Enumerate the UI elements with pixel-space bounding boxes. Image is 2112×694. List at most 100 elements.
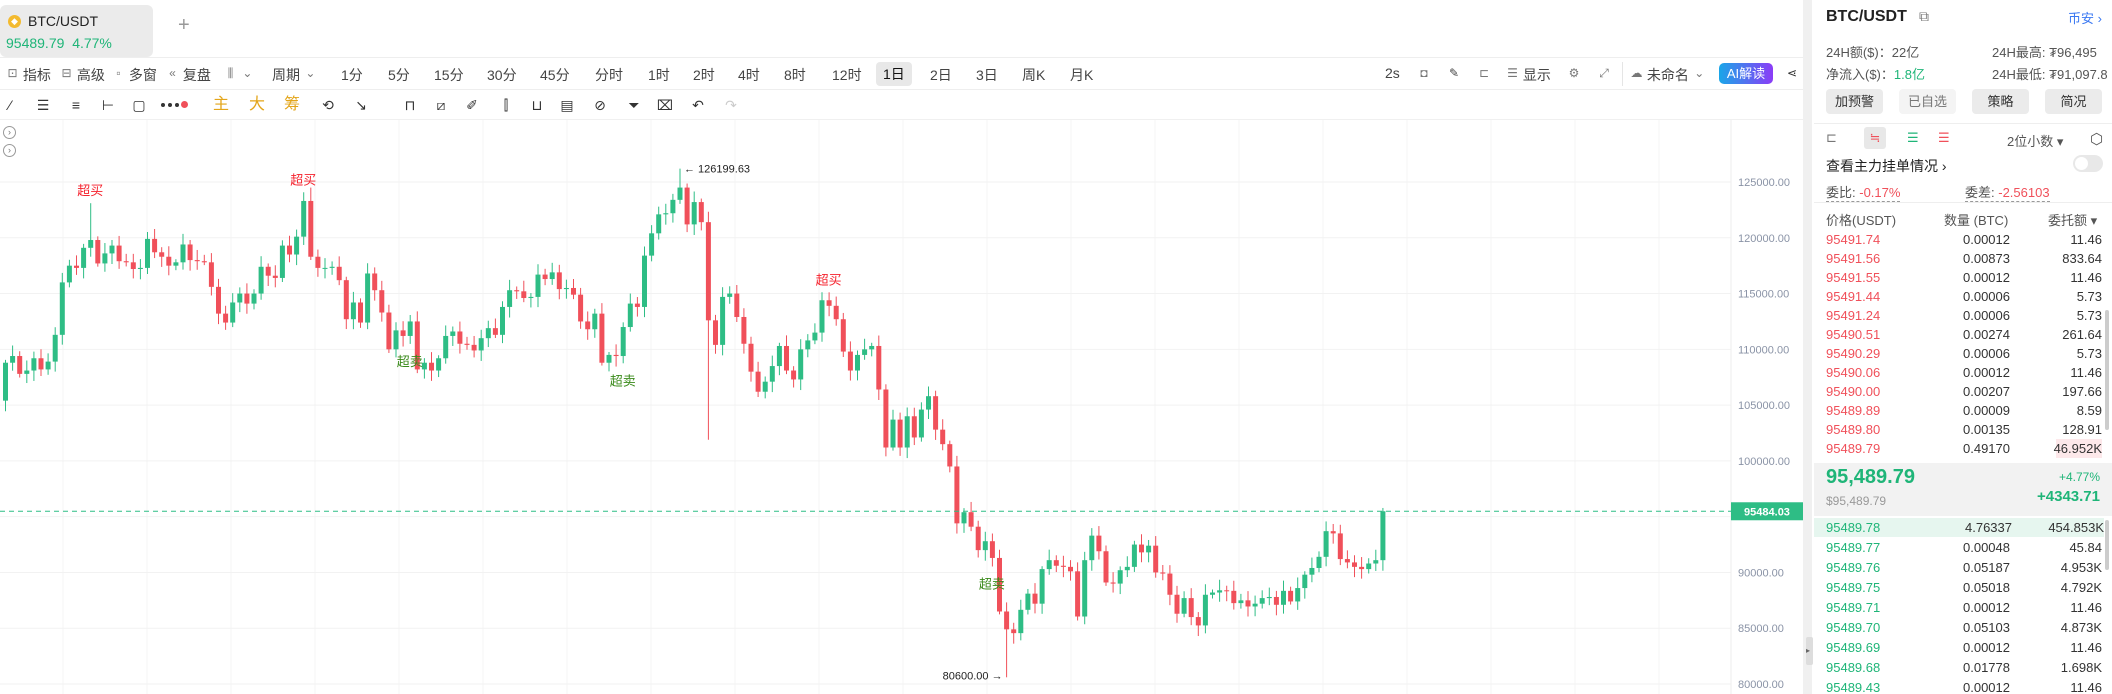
orderbook-scrollbar[interactable] [2105,520,2109,570]
main-orders-link[interactable]: 查看主力挂单情况 › [1826,158,1947,174]
strategy-button[interactable]: 策略 [1972,89,2029,114]
bid-row[interactable]: 95489.68 0.01778 1.698K [1826,658,2102,677]
trend-line-icon[interactable]: ⁄ [8,97,12,113]
candle-type-dropdown[interactable]: ⫼ ⌄ [224,65,254,81]
more-tools-icon[interactable] [160,95,190,115]
interval-0[interactable]: 1分 [341,67,363,83]
interval-12[interactable]: 2日 [930,67,952,83]
ask-row[interactable]: 95490.06 0.00012 11.46 [1826,363,2102,382]
layout-name-dropdown[interactable]: ☁ 未命名 ⌄ [1630,66,1705,83]
rectangle-icon[interactable]: ▢ [132,97,146,113]
lock-icon[interactable]: ⊔ [531,97,543,113]
ask-row[interactable]: 95491.24 0.00006 5.73 [1826,306,2102,325]
bid-row[interactable]: 95489.70 0.05103 4.873K [1826,618,2102,637]
main-force-indicator[interactable]: 主 [212,96,229,113]
interval-9[interactable]: 8时 [784,67,806,83]
undo-icon[interactable]: ↶ [692,97,704,113]
ruler-icon[interactable]: ⧄ [436,97,446,113]
replay-button[interactable]: « 复盘 [166,65,211,85]
ask-row[interactable]: 95491.55 0.00012 11.46 [1826,268,2102,287]
parallel-lines-icon[interactable]: ☰ [36,97,50,113]
bid-row[interactable]: 95489.78 4.76337 454.853K [1814,518,2104,537]
candlestick-chart[interactable]: 125000.00 120000.00 115000.00 110000.00 1050… [0,120,1803,694]
interval-4[interactable]: 45分 [540,67,570,83]
bookmark-icon[interactable]: ⊓ [404,97,416,113]
book-bids-icon[interactable]: ☰ [1907,130,1919,145]
link-icon[interactable]: ⊘ [594,97,606,113]
indicator-lines-icon[interactable]: ⫿ [503,97,509,113]
ask-row[interactable]: 95491.56 0.00873 833.64 [1826,249,2102,268]
expand-indicator-icon[interactable]: › [3,126,16,139]
multi-window-button[interactable]: ▫ 多窗 [112,65,157,85]
advanced-button[interactable]: ⊟ 高级 [61,66,105,83]
trash-icon[interactable]: ⌧ [656,97,674,113]
interval-6[interactable]: 1时 [648,67,670,83]
bid-row[interactable]: 95489.71 0.00012 11.46 [1826,598,2102,617]
chip-indicator[interactable]: 筹 [283,96,300,113]
bid-row[interactable]: 95489.77 0.00048 45.84 [1826,538,2102,557]
period-dropdown[interactable]: 周期 ⌄ [272,66,316,83]
add-tab-button[interactable]: + [178,14,190,36]
interval-11[interactable]: 1日 [876,62,912,86]
total-column-header[interactable]: 委托额 ▾ [2048,213,2098,228]
candle-down [748,343,754,372]
pencil-icon[interactable]: ✎ [1448,66,1460,80]
magnet-pen-icon[interactable]: ✐ [466,97,478,113]
interval-13[interactable]: 3日 [976,67,998,83]
book-asks-icon[interactable]: ☰ [1938,130,1950,145]
interval-7[interactable]: 2时 [693,67,715,83]
interval-2[interactable]: 15分 [434,67,464,83]
collapse-panel-handle[interactable]: ▸ [1806,637,1813,665]
bid-row[interactable]: 95489.43 0.00012 11.46 [1826,678,2102,694]
ask-row[interactable]: 95489.79 0.49170 46.952K [1826,439,2102,458]
horizontal-ray-icon[interactable]: ⊢ [101,97,115,113]
interval-10[interactable]: 12时 [832,67,862,83]
interval-1[interactable]: 5分 [388,67,410,83]
orderbook-scrollbar[interactable] [2105,310,2109,430]
settings-icon[interactable]: ⬡ [2090,131,2104,148]
share-icon[interactable]: ⋖ [1786,66,1798,80]
fullscreen-icon[interactable]: ⤢ [1599,66,1609,80]
bid-row[interactable]: 95489.69 0.00012 11.46 [1826,638,2102,657]
panel-divider[interactable] [1803,0,1812,694]
symbol-tab[interactable]: ◆ BTC/USDT 95489.79 4.77% [0,5,153,57]
ask-row[interactable]: 95489.80 0.00135 128.91 [1826,420,2102,439]
refresh-rate[interactable]: 2s [1385,65,1400,81]
book-both-icon[interactable]: ≒ [1864,127,1886,149]
camera-icon[interactable]: ◘ [1420,66,1428,80]
interval-14[interactable]: 周K [1022,67,1046,83]
notes-icon[interactable]: ▤ [560,97,574,113]
add-alert-icon[interactable]: ⊏ [1826,130,1837,145]
watchlisted-button[interactable]: 已自选 [1899,89,1956,114]
ask-row[interactable]: 95490.51 0.00274 261.64 [1826,325,2102,344]
main-orders-toggle[interactable] [2073,155,2103,172]
indicator-button[interactable]: ⊡ 指标 [7,66,51,83]
settings-icon[interactable]: ⚙ [1568,66,1580,80]
exchange-link[interactable]: 币安 › [2068,11,2102,26]
interval-15[interactable]: 月K [1070,67,1094,83]
interval-5[interactable]: 分时 [595,67,623,83]
bid-row[interactable]: 95489.75 0.05018 4.792K [1826,578,2102,597]
overview-button[interactable]: 简况 [2045,89,2102,114]
ask-row[interactable]: 95490.29 0.00006 5.73 [1826,344,2102,363]
add-alert-button[interactable]: 加预警 [1826,89,1883,114]
ask-row[interactable]: 95490.00 0.00207 197.66 [1826,382,2102,401]
interval-3[interactable]: 30分 [487,67,517,83]
sync-drawing-icon[interactable]: ⟲ [322,97,334,113]
decimals-dropdown[interactable]: 2位小数 ▾ [2007,134,2064,149]
ai-interpret-button[interactable]: AI解读 [1719,63,1773,84]
drawing-cursor-icon[interactable]: ↘ [355,97,367,113]
ask-row[interactable]: 95491.74 0.00012 11.46 [1826,230,2102,249]
bid-row[interactable]: 95489.76 0.05187 4.953K [1826,558,2102,577]
display-button[interactable]: ☰ 显示 [1507,66,1551,83]
redo-icon[interactable]: ↷ [725,97,737,113]
horizontal-lines-icon[interactable]: ≡ [71,97,81,113]
ask-row[interactable]: 95491.44 0.00006 5.73 [1826,287,2102,306]
big-order-indicator[interactable]: 大 [248,96,265,113]
copy-icon[interactable]: ⧉ [1919,8,1929,24]
expand-indicator-icon[interactable]: › [3,144,16,157]
ask-row[interactable]: 95489.89 0.00009 8.59 [1826,401,2102,420]
add-alert-icon[interactable]: ⊏ [1478,66,1490,80]
filter-icon[interactable]: ⏷ [628,97,640,113]
interval-8[interactable]: 4时 [738,67,760,83]
